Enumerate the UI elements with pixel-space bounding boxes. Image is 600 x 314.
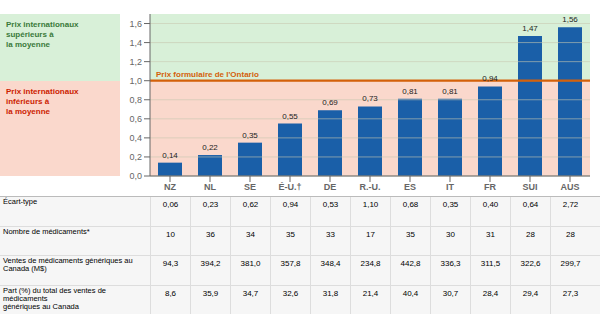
svg-text:É-U.†: É-U.†	[278, 182, 301, 192]
html-text:1,10: 1,10	[362, 200, 379, 209]
html-text:28,4: 28,4	[482, 288, 499, 298]
svg-text:1,47: 1,47	[522, 24, 538, 33]
html-text:32,6: 32,6	[282, 288, 299, 298]
html-text:0,94: 0,94	[282, 200, 299, 209]
svg-text:0,4: 0,4	[129, 133, 142, 143]
html-text:la moyenne: la moyenne	[6, 40, 50, 49]
html-text:27,3: 27,3	[562, 288, 579, 298]
html-text:0,35: 0,35	[442, 200, 459, 209]
svg-text:1,2: 1,2	[129, 57, 142, 67]
html-text:Part (%) du total des ventes d: Part (%) du total des ventes de médicame…	[3, 285, 106, 311]
svg-text:NZ: NZ	[164, 182, 176, 192]
svg-text:0,8: 0,8	[129, 95, 142, 105]
html-text:10: 10	[166, 229, 175, 239]
svg-text:0,14: 0,14	[162, 151, 178, 160]
html-text:0,62: 0,62	[242, 200, 259, 209]
html-text:299,7: 299,7	[560, 259, 581, 268]
svg-text:AUS: AUS	[560, 182, 579, 192]
svg-text:0,55: 0,55	[282, 112, 298, 121]
svg-text:0,69: 0,69	[322, 98, 338, 107]
html-text:394,2: 394,2	[200, 259, 221, 268]
html-text:31,8: 31,8	[322, 288, 339, 298]
html-text:Nombre de médicaments*: Nombre de médicaments*	[3, 226, 90, 236]
svg-text:0,2: 0,2	[129, 152, 142, 162]
html-text:35: 35	[286, 229, 295, 239]
html-text:0,53: 0,53	[322, 200, 339, 209]
html-text:234,8: 234,8	[360, 259, 381, 268]
html-text:33: 33	[326, 229, 335, 239]
svg-text:0,81: 0,81	[402, 87, 418, 96]
svg-text:1,56: 1,56	[562, 15, 578, 24]
html-text:8,6: 8,6	[164, 288, 177, 298]
svg-text:0,94: 0,94	[482, 74, 498, 83]
html-text:0,68: 0,68	[402, 200, 419, 209]
svg-text:NL: NL	[204, 182, 216, 192]
html-text:311,5: 311,5	[480, 259, 501, 268]
html-text:336,3: 336,3	[440, 259, 461, 268]
html-text:28: 28	[566, 229, 575, 239]
html-text:0,40: 0,40	[482, 200, 499, 209]
html-text:21,4: 21,4	[362, 288, 379, 298]
svg-text:R.-U.: R.-U.	[360, 182, 381, 192]
html-text:322,6: 322,6	[520, 259, 541, 268]
html-text:381,0: 381,0	[240, 259, 261, 268]
html-text:0,64: 0,64	[522, 200, 539, 209]
html-text:31: 31	[486, 229, 495, 239]
html-text:30,7: 30,7	[442, 288, 459, 298]
html-text:inférieurs à: inférieurs à	[6, 96, 50, 106]
svg-text:0,73: 0,73	[362, 94, 378, 103]
svg-text:1,0: 1,0	[129, 76, 142, 86]
svg-text:Prix formulaire de l'Ontario: Prix formulaire de l'Ontario	[156, 70, 259, 79]
html-text:35: 35	[406, 229, 415, 239]
html-text:supérieurs à: supérieurs à	[6, 30, 54, 39]
html-text:36: 36	[206, 229, 215, 239]
html-text:357,8: 357,8	[280, 259, 301, 268]
html-text:Écart-type: Écart-type	[3, 197, 38, 206]
html-text:34,7: 34,7	[242, 288, 259, 298]
svg-text:SE: SE	[244, 182, 256, 192]
html-text:Ventes de médicaments génériqu: Ventes de médicaments génériques au Cana…	[3, 256, 133, 274]
html-text:30: 30	[446, 229, 455, 239]
html-text:Prix internationaux: Prix internationaux	[6, 20, 79, 29]
html-text:0,06: 0,06	[162, 200, 179, 209]
svg-text:1,6: 1,6	[129, 19, 142, 29]
html-text:la moyenne: la moyenne	[6, 106, 50, 116]
html-text:Prix internationaux: Prix internationaux	[6, 86, 79, 96]
svg-text:IT: IT	[446, 182, 455, 192]
html-text:29,4: 29,4	[522, 288, 539, 298]
html-text:94,3: 94,3	[162, 259, 179, 268]
html-text:0,23: 0,23	[202, 200, 219, 209]
html-text:348,4: 348,4	[320, 259, 341, 268]
svg-text:0,22: 0,22	[202, 143, 218, 152]
svg-text:DE: DE	[324, 182, 337, 192]
html-text:17: 17	[366, 229, 375, 239]
svg-text:ES: ES	[404, 182, 416, 192]
svg-text:0,81: 0,81	[442, 87, 458, 96]
svg-text:FR: FR	[484, 182, 496, 192]
svg-text:SUI: SUI	[522, 182, 537, 192]
html-text:34: 34	[246, 229, 255, 239]
html-text:442,8: 442,8	[400, 259, 421, 268]
html-text:40,4: 40,4	[402, 288, 419, 298]
svg-text:0,35: 0,35	[242, 131, 258, 140]
html-text:35,9: 35,9	[202, 288, 219, 298]
svg-text:0,0: 0,0	[129, 171, 142, 181]
svg-text:1,4: 1,4	[129, 38, 142, 48]
html-text:28: 28	[526, 229, 535, 239]
html-text:2,72: 2,72	[562, 200, 579, 209]
svg-text:0,6: 0,6	[129, 114, 142, 124]
